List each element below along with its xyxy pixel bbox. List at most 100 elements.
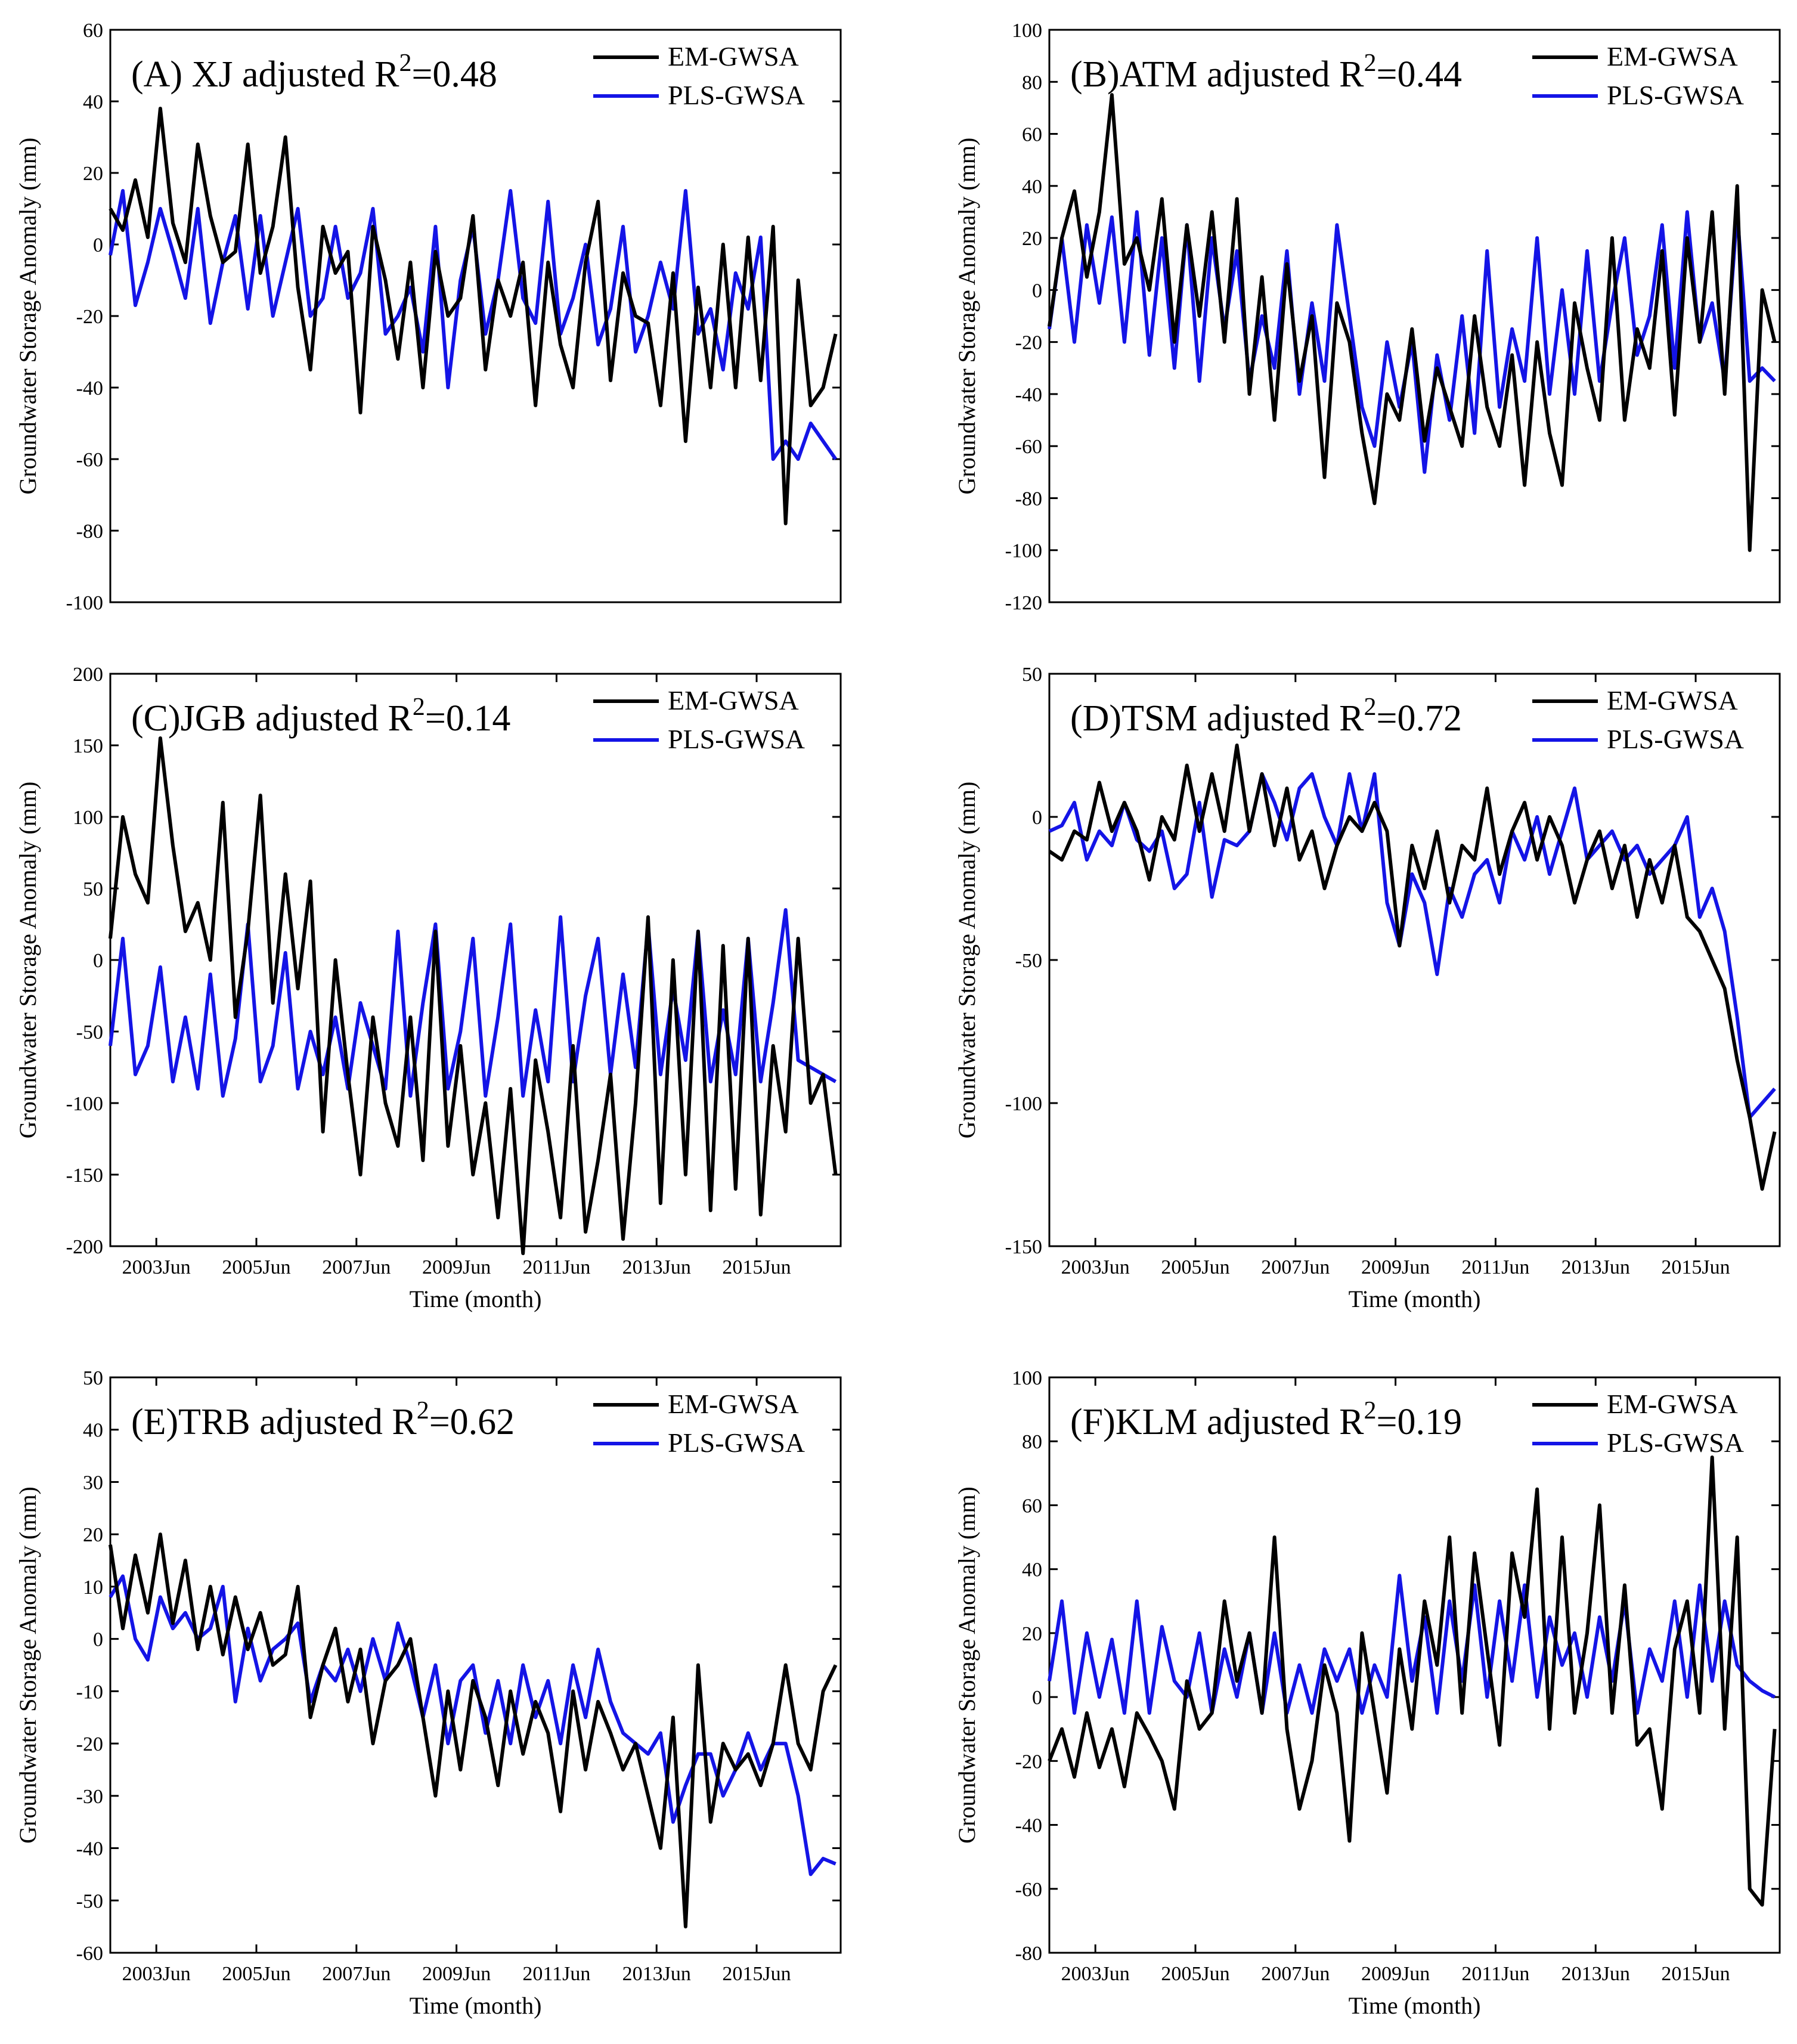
x-tick-label: 2009Jun — [422, 1963, 491, 1985]
x-tick-label: 2015Jun — [722, 1256, 791, 1278]
y-tick-label: 60 — [1022, 124, 1042, 146]
panel-title: (B)ATM adjusted R2=0.44 — [1070, 49, 1462, 95]
x-tick-label: 2011Jun — [522, 1963, 590, 1985]
x-tick-label: 2009Jun — [1361, 1963, 1430, 1985]
y-axis-label: Groundwater Storage Anomaly (mm) — [14, 782, 41, 1139]
series-line-em-gwsa — [109, 736, 838, 1255]
y-tick-label: 50 — [83, 1367, 103, 1389]
y-tick-label: 40 — [1022, 176, 1042, 198]
panel-title-superscript: 2 — [417, 1397, 429, 1424]
legend-label-em-gwsa: EM-GWSA — [1607, 41, 1738, 72]
y-tick-label: 200 — [73, 664, 103, 686]
x-axis-label: Time (month) — [410, 1992, 542, 2019]
x-tick-label: 2007Jun — [322, 1256, 391, 1278]
x-tick-label: 2015Jun — [1661, 1256, 1730, 1278]
x-tick-label: 2011Jun — [522, 1256, 590, 1278]
y-tick-label: -80 — [1015, 1943, 1042, 1965]
legend-label-pls-gwsa: PLS-GWSA — [1607, 1427, 1744, 1458]
x-tick-label: 2007Jun — [322, 1963, 391, 1985]
x-tick-label: 2005Jun — [222, 1256, 290, 1278]
y-tick-label: -60 — [1015, 1879, 1042, 1901]
y-tick-label: -50 — [76, 1890, 103, 1912]
y-tick-label: 50 — [1022, 664, 1042, 686]
x-tick-label: 2013Jun — [622, 1963, 691, 1985]
chart-panel-e: -60 -50 -40 -30 -20 -10 0 10 20 30 40 50 2003Jun 2005… — [14, 1367, 842, 2019]
panel-title-main: (A) XJ adjusted R — [131, 54, 399, 95]
y-axis-label: Groundwater Storage Anomaly (mm) — [953, 138, 980, 495]
x-tick-label: 2015Jun — [1661, 1963, 1730, 1985]
y-tick-label: 50 — [83, 878, 103, 900]
legend-label-em-gwsa: EM-GWSA — [1607, 1389, 1738, 1419]
panel-title-superscript: 2 — [1364, 1397, 1377, 1424]
y-tick-label: 40 — [83, 1420, 103, 1442]
y-tick-label: -150 — [1005, 1236, 1042, 1258]
y-tick-label: -60 — [1015, 436, 1042, 458]
panel-title-value: =0.48 — [411, 54, 497, 95]
chart-panel-f: -80 -60 -40 -20 0 20 40 60 80 100 2003Jun 2005Jun 20… — [953, 1367, 1781, 2019]
x-tick-label: 2007Jun — [1261, 1963, 1330, 1985]
y-tick-label: 0 — [93, 950, 103, 972]
panel-title: (D)TSM adjusted R2=0.72 — [1070, 693, 1462, 739]
y-tick-label: 0 — [1032, 280, 1042, 302]
x-tick-label: 2013Jun — [1561, 1963, 1630, 1985]
y-tick-label: -30 — [76, 1786, 103, 1808]
legend-label-em-gwsa: EM-GWSA — [668, 685, 799, 716]
x-tick-label: 2005Jun — [222, 1963, 290, 1985]
y-tick-label: -40 — [76, 1838, 103, 1860]
y-tick-label: -60 — [76, 1943, 103, 1965]
y-tick-label: 150 — [73, 735, 103, 757]
legend-label-pls-gwsa: PLS-GWSA — [1607, 80, 1744, 110]
y-tick-label: -50 — [1015, 950, 1042, 972]
panel-title-value: =0.44 — [1377, 54, 1462, 95]
panel-title-main: (E)TRB adjusted R — [131, 1402, 417, 1442]
y-tick-label: -60 — [76, 449, 103, 471]
legend-label-pls-gwsa: PLS-GWSA — [668, 1427, 805, 1458]
y-tick-label: 20 — [83, 163, 103, 185]
series-line-em-gwsa — [109, 1532, 838, 1929]
x-tick-label: 2011Jun — [1461, 1963, 1529, 1985]
y-axis-label: Groundwater Storage Anomaly (mm) — [953, 1486, 980, 1844]
y-tick-label: -40 — [1015, 1815, 1042, 1837]
y-tick-label: 10 — [83, 1577, 103, 1599]
x-tick-label: 2009Jun — [422, 1256, 491, 1278]
y-tick-label: 30 — [83, 1472, 103, 1494]
series-line-pls-gwsa — [1048, 1574, 1776, 1715]
legend-label-em-gwsa: EM-GWSA — [668, 41, 799, 72]
legend-label-pls-gwsa: PLS-GWSA — [1607, 724, 1744, 754]
y-tick-label: -40 — [1015, 384, 1042, 406]
y-tick-label: 0 — [93, 234, 103, 256]
panel-title: (C)JGB adjusted R2=0.14 — [131, 693, 510, 739]
legend-label-pls-gwsa: PLS-GWSA — [668, 80, 805, 110]
series-line-pls-gwsa — [109, 1574, 836, 1876]
series-line-em-gwsa — [109, 107, 838, 525]
y-tick-label: 0 — [1032, 1687, 1042, 1709]
y-tick-label: 40 — [1022, 1559, 1042, 1581]
panel-title-superscript: 2 — [413, 693, 425, 721]
y-tick-label: -100 — [1005, 1093, 1042, 1115]
plot-frame — [109, 1376, 842, 1954]
chart-panel-b: -120 -100 -80 -60 -40 -20 0 20 40 60 80 100 Groundwa… — [953, 20, 1781, 614]
y-tick-label: 20 — [83, 1524, 103, 1546]
x-tick-label: 2005Jun — [1161, 1256, 1229, 1278]
panel-title: (A) XJ adjusted R2=0.48 — [131, 49, 497, 95]
y-tick-label: -20 — [1015, 1751, 1042, 1773]
y-tick-label: -150 — [66, 1165, 103, 1187]
y-tick-label: -20 — [76, 1733, 103, 1755]
chart-panel-d: -150 -100 -50 0 50 2003Jun 2005Jun 2007Jun 2009J… — [953, 664, 1781, 1312]
y-tick-label: 100 — [1012, 20, 1042, 42]
panel-title-main: (D)TSM adjusted R — [1070, 698, 1364, 739]
panel-title: (E)TRB adjusted R2=0.62 — [131, 1397, 515, 1442]
y-tick-label: -20 — [76, 306, 103, 328]
y-tick-label: 80 — [1022, 1431, 1042, 1453]
y-tick-label: 100 — [1012, 1367, 1042, 1389]
y-tick-label: -120 — [1005, 592, 1042, 614]
panel-title-value: =0.72 — [1377, 698, 1462, 739]
x-tick-label: 2005Jun — [1161, 1963, 1229, 1985]
x-tick-label: 2007Jun — [1261, 1256, 1330, 1278]
y-tick-label: 20 — [1022, 1623, 1042, 1645]
panel-title-superscript: 2 — [1364, 49, 1377, 77]
panel-title-superscript: 2 — [1364, 693, 1377, 721]
x-tick-label: 2015Jun — [722, 1963, 791, 1985]
